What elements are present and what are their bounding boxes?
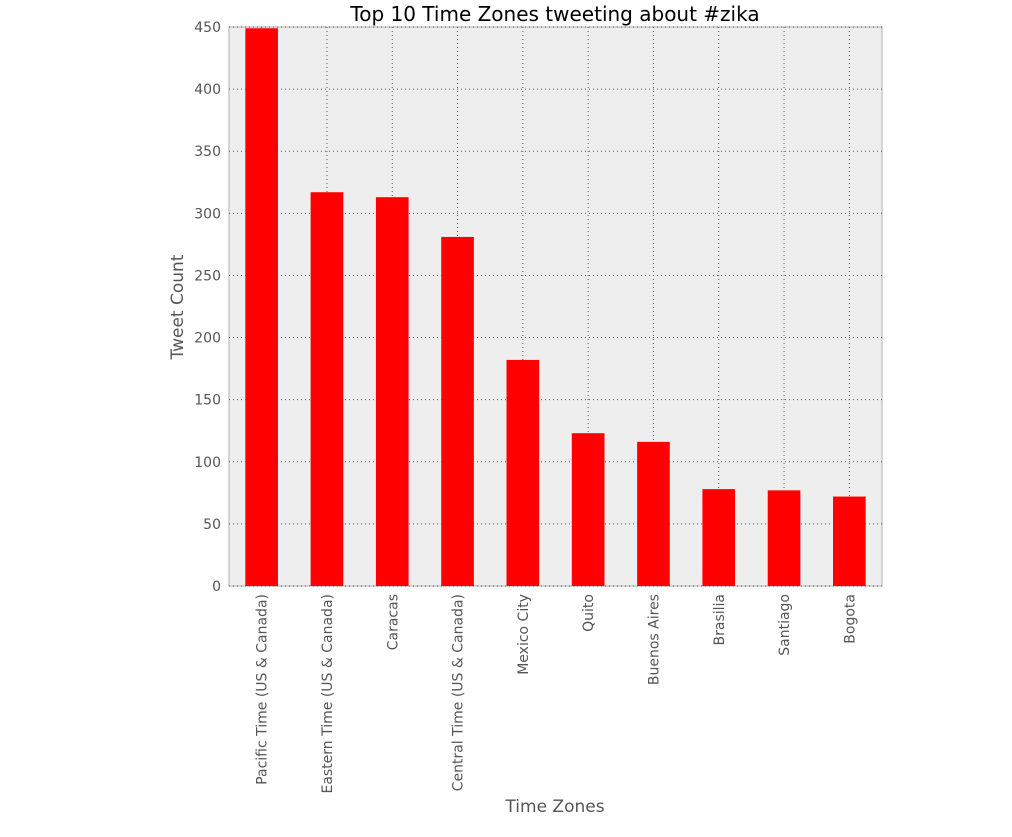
bar xyxy=(637,441,670,586)
y-axis-label: Tweet Count xyxy=(168,254,188,360)
x-axis-label: Time Zones xyxy=(504,797,604,817)
x-tick-label: Buenos Aires xyxy=(646,594,662,685)
bar xyxy=(441,236,474,587)
x-tick-label: Bogota xyxy=(842,594,858,644)
bars xyxy=(245,28,866,587)
x-tick-label: Mexico City xyxy=(516,594,532,675)
y-tick-label: 50 xyxy=(203,517,221,533)
bar xyxy=(833,496,866,586)
y-tick-label: 400 xyxy=(194,82,221,98)
x-tick-label: Quito xyxy=(581,594,597,632)
y-tick-label: 0 xyxy=(212,579,221,595)
y-tick-label: 150 xyxy=(194,393,221,409)
x-tick-label: Eastern Time (US & Canada) xyxy=(320,594,336,794)
y-tick-label: 300 xyxy=(194,206,221,222)
x-tick-label: Brasilia xyxy=(712,594,728,645)
bar xyxy=(702,489,736,586)
x-tick-label: Santiago xyxy=(777,594,793,656)
x-tick-label: Central Time (US & Canada) xyxy=(451,594,467,791)
y-tick-label: 450 xyxy=(194,20,221,36)
bar xyxy=(245,28,278,586)
bar xyxy=(767,490,801,586)
bar xyxy=(571,433,605,586)
x-tick-labels: Pacific Time (US & Canada) Eastern Time (… xyxy=(255,594,859,794)
y-tick-label: 200 xyxy=(194,331,221,347)
bar xyxy=(375,197,409,586)
y-tick-label: 250 xyxy=(194,268,221,284)
y-tick-label: 100 xyxy=(194,455,221,471)
bar xyxy=(506,359,540,586)
x-tick-label: Caracas xyxy=(385,594,401,650)
bar xyxy=(310,192,344,586)
chart-title: Top 10 Time Zones tweeting about #zika xyxy=(349,2,759,26)
y-tick-label: 350 xyxy=(194,144,221,160)
y-tick-labels: 0 50 100 150 200 250 300 350 400 450 xyxy=(194,20,221,595)
x-tick-label: Pacific Time (US & Canada) xyxy=(255,594,271,785)
